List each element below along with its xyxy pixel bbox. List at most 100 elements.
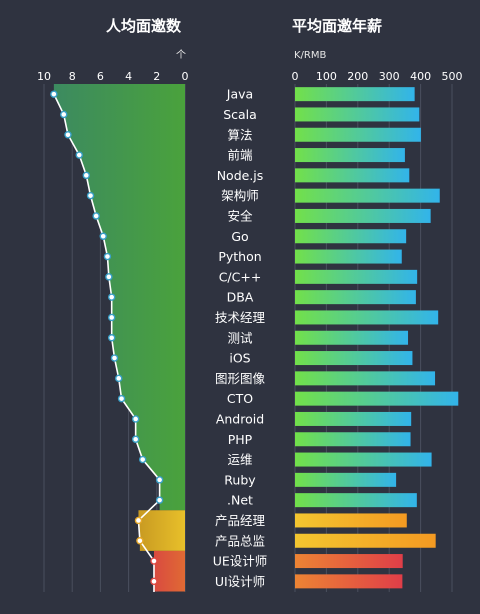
- category-label: Android: [216, 411, 264, 426]
- category-label: UI设计师: [215, 574, 265, 589]
- right-tick-label: 400: [410, 70, 431, 83]
- salary-bar: [295, 493, 417, 508]
- area-point: [60, 110, 68, 119]
- right-chart-title: 平均面邀年薪: [292, 17, 383, 35]
- category-label: 产品经理: [215, 513, 266, 528]
- area-point: [64, 131, 72, 139]
- area-segment-design: [153, 550, 185, 592]
- salary-bar: [295, 411, 412, 426]
- salary-bar: [295, 310, 439, 325]
- right-tick-label: 500: [442, 70, 463, 83]
- salary-bar: [295, 554, 403, 569]
- category-label: Scala: [223, 107, 257, 122]
- area-point: [134, 516, 143, 525]
- salary-bar: [295, 513, 407, 528]
- right-axis-ticks: 0 100 200 300 400 500: [292, 70, 463, 83]
- salary-bar: [295, 371, 436, 386]
- salary-bar: [295, 127, 421, 142]
- category-label: DBA: [227, 290, 254, 305]
- category-label: Python: [218, 249, 261, 264]
- left-tick-label: 6: [97, 70, 104, 83]
- category-label: Java: [226, 87, 253, 102]
- salary-bar: [295, 269, 418, 284]
- area-point: [103, 252, 112, 261]
- area-segment-product: [138, 510, 185, 551]
- salary-bar: [295, 168, 410, 183]
- area-point: [86, 191, 95, 200]
- salary-bar: [295, 351, 413, 366]
- category-label: Ruby: [224, 472, 256, 487]
- left-area-chart: [50, 84, 186, 592]
- area-point: [138, 455, 147, 464]
- right-bar-chart: [295, 87, 459, 589]
- area-segment-tech: [53, 84, 186, 511]
- area-point: [92, 212, 100, 220]
- salary-bar: [295, 452, 432, 467]
- salary-bar: [295, 107, 420, 122]
- salary-bar: [295, 208, 431, 223]
- right-tick-label: 100: [316, 70, 337, 83]
- area-point: [150, 557, 158, 565]
- area-point: [155, 496, 164, 504]
- salary-bar: [295, 391, 459, 406]
- category-label: 技术经理: [215, 310, 266, 325]
- salary-bar: [295, 330, 409, 345]
- salary-bar: [295, 432, 411, 447]
- category-label: 产品总监: [215, 533, 265, 548]
- left-tick-label: 0: [182, 70, 189, 83]
- salary-bar: [295, 249, 402, 264]
- area-point: [131, 415, 140, 423]
- category-label: C/C++: [219, 269, 262, 284]
- area-point: [110, 354, 119, 362]
- salary-bar: [295, 87, 415, 102]
- category-label: PHP: [228, 432, 253, 447]
- category-label: .Net: [227, 493, 253, 508]
- right-axis-unit: K/RMB: [294, 50, 327, 61]
- category-label: Go: [231, 229, 248, 244]
- area-point: [136, 537, 144, 545]
- right-tick-label: 0: [292, 70, 299, 83]
- area-point: [131, 435, 140, 443]
- salary-bar: [295, 533, 436, 548]
- category-label: Node.js: [217, 168, 264, 183]
- area-point: [82, 171, 91, 180]
- area-point: [50, 90, 58, 98]
- category-label: 前端: [227, 148, 252, 163]
- left-tick-label: 2: [153, 70, 160, 83]
- left-axis-ticks: 10 8 6 4 2 0: [37, 70, 189, 83]
- category-label: 运维: [227, 452, 252, 467]
- salary-bar: [295, 574, 403, 589]
- salary-bar: [295, 290, 416, 305]
- category-label: 图形图像: [215, 371, 266, 386]
- area-point: [107, 293, 116, 301]
- left-tick-label: 4: [125, 70, 132, 83]
- category-label: 安全: [227, 208, 253, 223]
- salary-bar: [295, 229, 407, 244]
- left-tick-label: 8: [69, 70, 76, 83]
- category-label: 架构师: [221, 188, 259, 203]
- area-point: [150, 577, 158, 586]
- area-point: [107, 334, 116, 342]
- category-label: CTO: [227, 391, 253, 406]
- category-label: iOS: [229, 351, 250, 366]
- category-label: UE设计师: [213, 554, 268, 569]
- area-point: [115, 374, 123, 383]
- left-tick-label: 10: [37, 70, 51, 83]
- area-point: [105, 273, 113, 281]
- area-point: [75, 151, 83, 159]
- area-point: [117, 394, 126, 403]
- right-tick-label: 300: [379, 70, 400, 83]
- category-label: 测试: [227, 330, 253, 345]
- right-tick-label: 200: [347, 70, 368, 83]
- category-label: 算法: [227, 127, 252, 142]
- left-axis-unit: 个: [176, 49, 186, 61]
- area-point: [99, 232, 107, 240]
- salary-bar: [295, 148, 405, 163]
- axis-units: 个 K/RMB: [176, 49, 327, 61]
- salary-bar: [295, 472, 397, 487]
- left-chart-title: 人均面邀数: [106, 17, 182, 35]
- area-point: [155, 476, 164, 484]
- salary-bar: [295, 188, 440, 203]
